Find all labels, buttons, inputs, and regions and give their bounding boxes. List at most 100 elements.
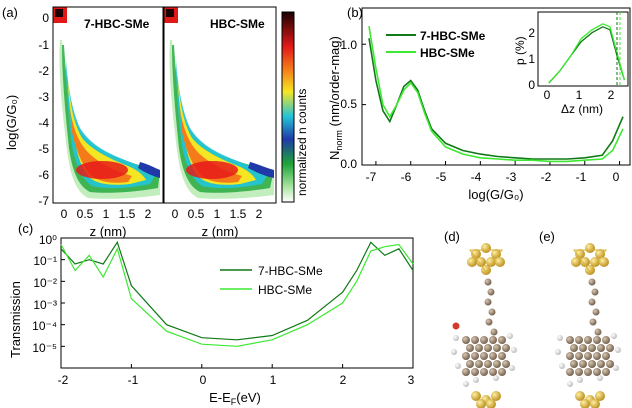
panel-a-y-label: log(G/G₀) xyxy=(4,95,19,150)
panel-a-y-tick: -2 xyxy=(38,64,49,78)
panel-a-y-tick: -1 xyxy=(38,38,49,52)
gold-tip-outline xyxy=(573,249,607,273)
inset-x-tick: 0 xyxy=(544,88,551,102)
panel-b-lines xyxy=(368,25,624,163)
carbon-atom xyxy=(462,368,470,376)
carbon-atom xyxy=(475,360,483,368)
gold-atom xyxy=(571,257,581,267)
carbon-atom xyxy=(487,288,495,296)
legend-label-7-hbc: 7-HBC-SMe xyxy=(420,29,486,43)
panel-a-x-tick: 1.5 xyxy=(230,207,247,221)
legend-label-hbc: HBC-SMe xyxy=(420,46,475,60)
inset-x-tick: 2 xyxy=(608,88,615,102)
carbon-atom xyxy=(591,288,599,296)
carbon-atom xyxy=(575,352,583,360)
panel-b-y-tick-labels: 0.0 0.5 1.0 xyxy=(340,38,357,171)
panel-b-legend: 7-HBC-SMe HBC-SMe xyxy=(386,29,486,60)
panel-c-x-tick: -2 xyxy=(58,373,69,387)
carbon-atom xyxy=(588,344,596,352)
carbon-atom xyxy=(594,328,602,336)
panel-b-x-tick: -2 xyxy=(541,170,552,184)
carbon-atom xyxy=(593,368,601,376)
carbon-atom xyxy=(589,318,597,326)
gold-atom xyxy=(481,265,491,275)
panel-a-x-label-left: z (nm) xyxy=(90,224,127,239)
hydrogen-atom xyxy=(559,363,565,369)
gold-atom xyxy=(486,257,496,267)
panel-b-x-tick: -7 xyxy=(366,170,377,184)
heatmap-hbc-sme: HBC-SMe xyxy=(163,6,277,204)
panel-b-y-tick: 0.5 xyxy=(340,97,357,111)
inset-y-tick: 0 xyxy=(528,78,535,92)
panel-c-y-tick: 10⁻³ xyxy=(33,298,57,312)
panel-c-frame xyxy=(60,237,414,369)
colorbar: normalized n counts xyxy=(281,11,309,203)
heatmap-7-hbc-sme: 7-HBC-SMe xyxy=(52,6,164,204)
carbon-atom xyxy=(579,360,587,368)
panel-c-y-label: Transmission xyxy=(8,281,23,358)
carbon-atom xyxy=(575,368,583,376)
panel-c-x-tick-labels: -2 -1 0 1 2 3 xyxy=(58,373,415,387)
gold-atom xyxy=(575,249,585,259)
carbon-atom xyxy=(588,278,596,286)
gold-atom xyxy=(580,257,590,267)
panel-b-x-tick: 0 xyxy=(613,170,620,184)
carbon-atom xyxy=(566,368,574,376)
gold-atom xyxy=(491,249,501,259)
panel-a-label: (a) xyxy=(2,5,18,20)
carbon-atom xyxy=(490,328,498,336)
hydrogen-atom xyxy=(509,365,515,371)
panel-c-series-line xyxy=(60,243,414,347)
hydrogen-atom xyxy=(463,381,469,387)
panel-a-y-tick: -5 xyxy=(38,142,49,156)
gold-atom xyxy=(599,257,609,267)
panel-b-x-tick-labels: -7 -6 -5 -4 -3 -2 -1 0 xyxy=(366,170,620,184)
carbon-atom xyxy=(570,360,578,368)
hydrogen-atom xyxy=(613,365,619,371)
carbon-atom xyxy=(493,344,501,352)
panel-c-y-tick: 10⁻¹ xyxy=(33,254,57,268)
hydrogen-atom xyxy=(493,375,499,381)
panel-c-y-tick: 10⁰ xyxy=(39,233,57,247)
panel-a-x-tick: 2 xyxy=(145,207,152,221)
carbon-atom xyxy=(593,336,601,344)
carbon-atom xyxy=(592,308,600,316)
panel-b-series-line xyxy=(368,38,624,160)
panel-a-x-tick: 2 xyxy=(256,207,263,221)
carbon-atom xyxy=(602,368,610,376)
carbon-atom xyxy=(593,352,601,360)
carbon-atom xyxy=(575,336,583,344)
carbon-atom xyxy=(488,308,496,316)
gold-atom xyxy=(481,243,491,253)
legend-label-7-hbc: 7-HBC-SMe xyxy=(258,264,323,278)
panel-a-y-tick: -7 xyxy=(38,194,49,208)
panel-a-y-tick: -4 xyxy=(38,116,49,130)
hydrogen-atom xyxy=(611,333,617,339)
panel-c-legend: 7-HBC-SMe HBC-SMe xyxy=(220,264,323,297)
carbon-atom xyxy=(606,360,614,368)
gold-atom xyxy=(595,249,605,259)
panel-a-x-tick: 0 xyxy=(172,207,179,221)
gold-atom xyxy=(467,257,477,267)
carbon-atom xyxy=(484,360,492,368)
inset-y-tick: 1 xyxy=(528,52,535,66)
panel-c-y-tick: 10⁻² xyxy=(33,276,57,290)
gold-atom xyxy=(585,265,595,275)
carbon-atom xyxy=(584,336,592,344)
panel-d: (d) xyxy=(444,229,517,408)
hydrogen-atom xyxy=(453,335,459,341)
carbon-atom xyxy=(570,344,578,352)
carbon-atom xyxy=(602,336,610,344)
carbon-atom xyxy=(480,352,488,360)
carbon-atom xyxy=(462,352,470,360)
panel-a-x-label-right: z (nm) xyxy=(202,224,239,239)
panel-a-x-tick: 0 xyxy=(61,207,68,221)
gold-atom xyxy=(471,249,481,259)
panel-a-y-tick: 0 xyxy=(42,11,49,25)
panel-c-lines xyxy=(60,240,414,347)
carbon-atom xyxy=(489,368,497,376)
panel-e-label: (e) xyxy=(539,229,555,244)
carbon-atom xyxy=(466,360,474,368)
molecule-hbc-sme xyxy=(555,243,621,408)
